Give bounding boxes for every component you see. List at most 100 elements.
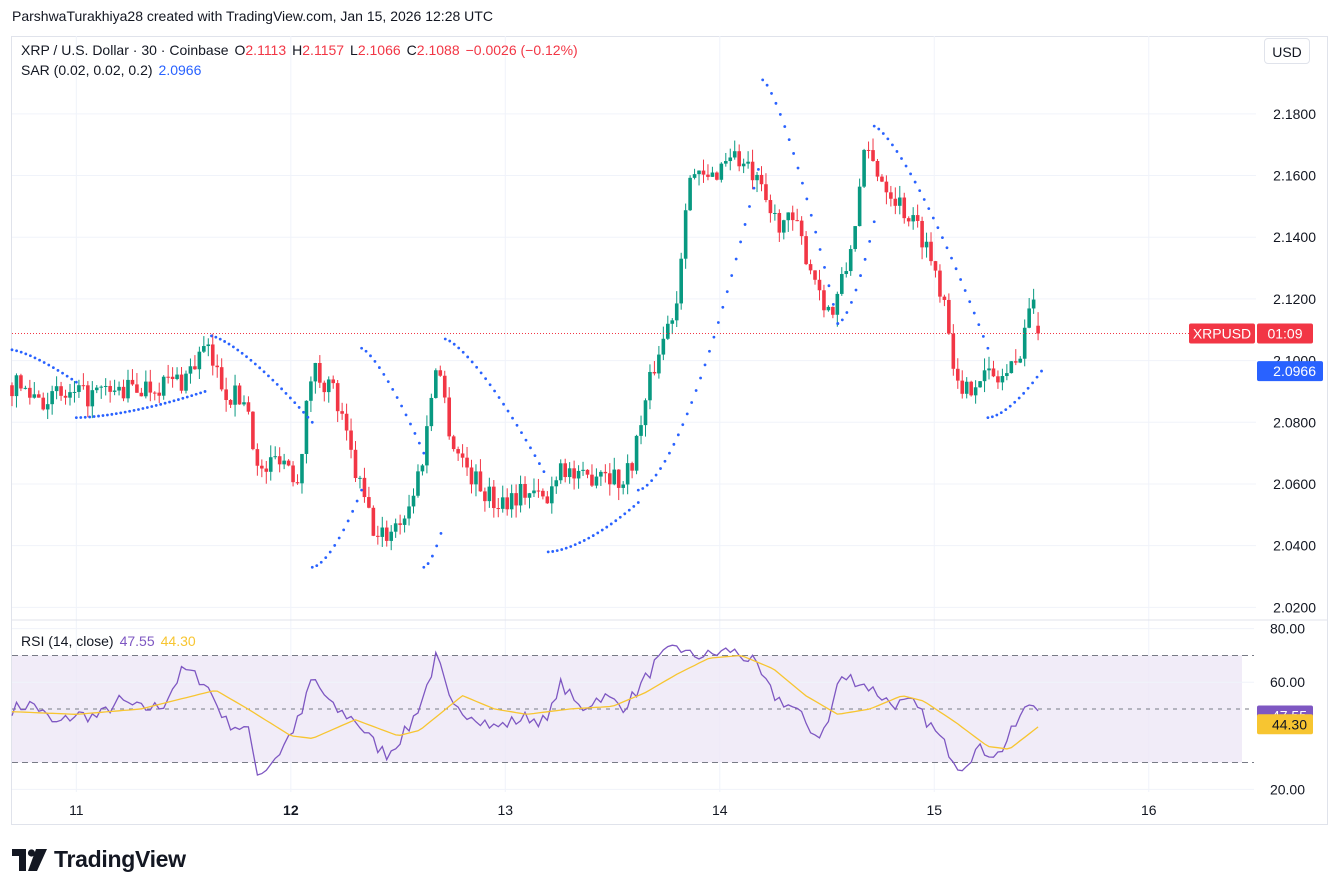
candle-body bbox=[242, 402, 246, 405]
open-label: O bbox=[234, 42, 246, 58]
sar-dot bbox=[417, 441, 421, 445]
sar-dot bbox=[623, 512, 627, 516]
sar-dot bbox=[337, 536, 341, 540]
sar-dot bbox=[959, 278, 963, 281]
candle-body bbox=[309, 381, 313, 401]
tradingview-logo[interactable]: TradingView bbox=[12, 846, 186, 873]
symbol-title[interactable]: XRP / U.S. Dollar · 30 · Coinbase bbox=[21, 42, 229, 58]
candle-body bbox=[893, 198, 898, 206]
candle-body bbox=[880, 176, 884, 182]
candle-body bbox=[184, 373, 188, 391]
candle-body bbox=[130, 379, 135, 385]
sar-dot bbox=[1026, 386, 1030, 390]
candle-body bbox=[135, 384, 139, 393]
sar-dot bbox=[297, 406, 301, 409]
sar-dot bbox=[466, 355, 470, 359]
candle-body bbox=[773, 212, 777, 214]
sar-dot bbox=[573, 543, 577, 547]
candle-body bbox=[938, 270, 942, 297]
rsi-legend[interactable]: RSI (14, close) 47.55 44.30 bbox=[21, 633, 202, 649]
sar-dot bbox=[632, 504, 636, 508]
sar-dot bbox=[119, 411, 123, 415]
candle-body bbox=[781, 220, 786, 233]
candle-body bbox=[492, 486, 496, 509]
candle-body bbox=[384, 527, 389, 541]
candle-body bbox=[121, 386, 126, 399]
sar-dot bbox=[502, 402, 505, 406]
candle-body bbox=[224, 389, 228, 400]
sar-dot bbox=[484, 377, 488, 381]
candle-body bbox=[86, 385, 90, 407]
candle-body bbox=[50, 391, 54, 405]
sar-dot bbox=[708, 349, 711, 353]
sar-dot bbox=[70, 377, 74, 381]
sar-dot bbox=[38, 358, 41, 362]
time-tick-label: 12 bbox=[283, 802, 299, 818]
candle-body bbox=[340, 411, 344, 414]
sar-dot bbox=[918, 189, 922, 193]
sar-dot bbox=[529, 446, 532, 450]
candle-body bbox=[902, 197, 907, 219]
sar-dot bbox=[600, 528, 604, 532]
sar-dot bbox=[690, 401, 694, 404]
symbol-tag-label: XRPUSD bbox=[1193, 325, 1251, 341]
candle-body bbox=[759, 174, 764, 185]
candle-body bbox=[331, 379, 336, 384]
sar-dot bbox=[587, 536, 591, 540]
sar-dot bbox=[262, 370, 266, 374]
sar-dot bbox=[895, 150, 899, 153]
high-value: 2.1157 bbox=[302, 42, 345, 58]
candle-body bbox=[715, 172, 719, 180]
sar-dot bbox=[941, 236, 944, 239]
sar-value: 2.0966 bbox=[158, 62, 202, 78]
sar-dot bbox=[475, 365, 479, 369]
candle-body bbox=[688, 177, 692, 211]
candle-body bbox=[148, 381, 153, 393]
sar-legend[interactable]: SAR (0.02, 0.02, 0.2) 2.0966 bbox=[21, 62, 207, 78]
candle-body bbox=[608, 473, 612, 485]
sar-dot bbox=[913, 180, 917, 184]
sar-dot bbox=[302, 410, 305, 414]
sar-dot bbox=[990, 415, 994, 419]
candle-body bbox=[723, 161, 728, 164]
candle-body bbox=[295, 482, 300, 484]
candle-body bbox=[732, 151, 737, 158]
candle-body bbox=[175, 374, 179, 380]
candle-body bbox=[1031, 299, 1036, 309]
sar-tag-label: 2.0966 bbox=[1273, 363, 1316, 379]
candle-body bbox=[795, 220, 799, 222]
low-label: L bbox=[350, 42, 358, 58]
candle-body bbox=[161, 376, 166, 396]
sar-dot bbox=[770, 92, 773, 95]
candle-body bbox=[318, 362, 322, 383]
time-tick-label: 11 bbox=[69, 802, 84, 818]
high-label: H bbox=[292, 42, 303, 58]
candle-body bbox=[108, 385, 112, 392]
sar-dot bbox=[51, 366, 55, 370]
currency-button[interactable]: USD bbox=[1264, 38, 1310, 64]
sar-dot bbox=[823, 265, 826, 269]
sar-dot bbox=[591, 534, 595, 537]
sar-dot bbox=[132, 408, 136, 412]
sar-dot bbox=[355, 499, 359, 503]
candle-body bbox=[746, 161, 750, 164]
candle-body bbox=[889, 192, 893, 199]
sar-dot bbox=[15, 349, 18, 353]
sar-dot bbox=[560, 548, 564, 551]
candle-body bbox=[576, 470, 581, 479]
sar-dot bbox=[391, 387, 395, 391]
sar-dot bbox=[199, 391, 202, 395]
time-tick-label: 15 bbox=[926, 802, 942, 818]
candle-body bbox=[1009, 361, 1014, 374]
sar-dot bbox=[681, 423, 685, 427]
sar-dot bbox=[809, 213, 813, 217]
candle-body bbox=[545, 496, 550, 504]
candle-body bbox=[157, 392, 162, 396]
candle-body bbox=[1000, 376, 1005, 383]
candle-body bbox=[456, 449, 460, 454]
candle-body bbox=[416, 471, 420, 496]
candle-body bbox=[964, 381, 969, 394]
sar-dot bbox=[840, 318, 844, 322]
candle-body bbox=[63, 395, 68, 398]
